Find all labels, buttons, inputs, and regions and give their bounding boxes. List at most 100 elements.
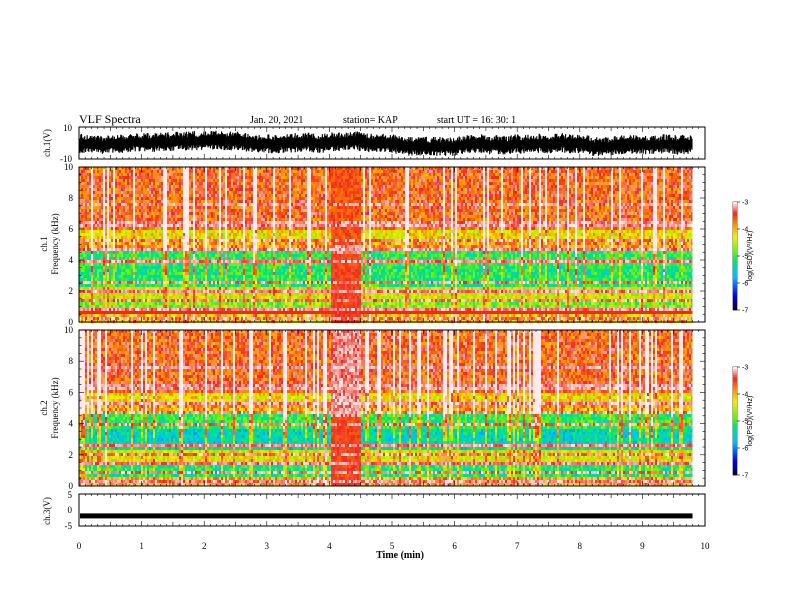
ch1-colorbar-segment bbox=[733, 274, 737, 276]
ch2-colorbar-segment bbox=[733, 455, 737, 457]
ch2-colorbar-segment bbox=[733, 377, 737, 379]
ch2-frequency-ytick-label: 4 bbox=[69, 419, 74, 429]
ch2-colorbar-segment bbox=[733, 451, 737, 453]
ch2-colorbar-tick-label: -7 bbox=[742, 473, 748, 480]
ch2-frequency-ytick-label: 10 bbox=[64, 325, 74, 335]
ch1-colorbar-segment bbox=[733, 232, 737, 234]
ch2-colorbar-segment bbox=[733, 373, 737, 375]
time-xtick-label: 7 bbox=[515, 541, 520, 551]
ch3-ytick-mid: 0 bbox=[68, 505, 73, 515]
ch1-frequency-ytick-label: 8 bbox=[69, 193, 74, 203]
ch1-colorbar-segment bbox=[733, 264, 737, 266]
ch1-colorbar-segment bbox=[733, 220, 737, 222]
ch3-ytick-top: 5 bbox=[68, 490, 73, 500]
ch2-colorbar-segment bbox=[733, 395, 737, 397]
ch1-colorbar-segment bbox=[733, 258, 737, 260]
ch1-colorbar-segment bbox=[733, 298, 737, 300]
ch2-frequency-ytick-label: 2 bbox=[69, 450, 74, 460]
ch1-colorbar-segment bbox=[733, 268, 737, 270]
ch1-colorbar-segment bbox=[733, 290, 737, 292]
ch1-colorbar-segment bbox=[733, 238, 737, 240]
ch3-waveform-panel: 5 0 -5 ch.3(V) 0 1 2 3 4 5 6 7 8 9 10 Time (min) bbox=[42, 490, 710, 561]
ch2-colorbar-label: log(PSD)(V²/Hz) bbox=[747, 396, 754, 447]
ch1-colorbar-tick-label: -3 bbox=[742, 200, 748, 207]
ch2-frequency-ytick-label: 6 bbox=[69, 387, 74, 397]
ch1-colorbar-segment bbox=[733, 236, 737, 238]
ch2-colorbar-segment bbox=[733, 449, 737, 451]
ch2-frequency-ylabel: Frequency (kHz) bbox=[50, 377, 60, 438]
time-xtick-label: 2 bbox=[202, 541, 207, 551]
ch1-colorbar-segment bbox=[733, 242, 737, 244]
ch1-spectrogram-heatmap bbox=[79, 167, 705, 323]
ch1-colorbar-segment bbox=[733, 218, 737, 220]
ch1-colorbar-segment bbox=[733, 254, 737, 256]
ch2-colorbar-tick-label: -3 bbox=[742, 365, 748, 372]
time-xtick-label: 3 bbox=[265, 541, 270, 551]
ch1-colorbar-segment bbox=[733, 230, 737, 232]
ch2-colorbar-segment bbox=[733, 425, 737, 427]
ch2-colorbar-segment bbox=[733, 387, 737, 389]
ch1-colorbar-segment bbox=[733, 216, 737, 218]
ch1-colorbar-segment bbox=[733, 202, 737, 204]
ch2-colorbar-segment bbox=[733, 471, 737, 473]
ch2-colorbar-segment bbox=[733, 413, 737, 415]
ch2-colorbar-segment bbox=[733, 453, 737, 455]
ch2-colorbar-segment bbox=[733, 379, 737, 381]
ch1-frequency-ytick-label: 10 bbox=[64, 162, 74, 172]
ch1-colorbar-segment bbox=[733, 308, 737, 310]
ch1-colorbar-segment bbox=[733, 294, 737, 296]
ch1-colorbar-segment bbox=[733, 286, 737, 288]
ch1-colorbar-segment bbox=[733, 262, 737, 264]
ch1-colorbar-segment bbox=[733, 252, 737, 254]
time-xtick-label: 8 bbox=[578, 541, 583, 551]
ch1-colorbar-segment bbox=[733, 288, 737, 290]
ch1-colorbar-segment bbox=[733, 292, 737, 294]
ch1-colorbar-segment bbox=[733, 284, 737, 286]
ch1-colorbar-segment bbox=[733, 302, 737, 304]
ch1-ytick-top: 10 bbox=[63, 123, 73, 133]
ch1-waveform-ylabel: ch.1(V) bbox=[42, 129, 52, 157]
ch1-colorbar-segment bbox=[733, 306, 737, 308]
ch2-colorbar-segment bbox=[733, 371, 737, 373]
ch1-colorbar-tick-label: -7 bbox=[742, 308, 748, 315]
ch1-waveform-panel: 10 -10 ch.1(V) bbox=[42, 123, 705, 164]
time-xtick-label: 0 bbox=[77, 541, 82, 551]
ch1-frequency-ylabel-channel: ch.1 bbox=[39, 236, 49, 251]
ch2-colorbar-segment bbox=[733, 405, 737, 407]
ch2-colorbar-segment bbox=[733, 461, 737, 463]
ch2-colorbar-segment bbox=[733, 417, 737, 419]
ch2-colorbar-segment bbox=[733, 367, 737, 369]
ch1-colorbar-segment bbox=[733, 250, 737, 252]
ch1-frequency-ytick-label: 2 bbox=[69, 286, 74, 296]
ch1-colorbar-segment bbox=[733, 246, 737, 248]
ch1-colorbar-segment bbox=[733, 206, 737, 208]
ch2-colorbar-segment bbox=[733, 423, 737, 425]
ch1-colorbar-segment bbox=[733, 270, 737, 272]
ch3-waveform-ylabel: ch.3(V) bbox=[42, 497, 52, 525]
figure-station: station= KAP bbox=[343, 115, 398, 126]
ch2-colorbar-segment bbox=[733, 445, 737, 447]
ch2-colorbar-segment bbox=[733, 427, 737, 429]
ch2-colorbar-segment bbox=[733, 435, 737, 437]
ch1-colorbar-segment bbox=[733, 304, 737, 306]
ch2-colorbar-segment bbox=[733, 447, 737, 449]
ch2-colorbar-segment bbox=[733, 473, 737, 475]
time-xtick-label: 6 bbox=[452, 541, 457, 551]
ch2-colorbar-segment bbox=[733, 403, 737, 405]
time-xtick-label: 1 bbox=[139, 541, 144, 551]
ch2-colorbar-segment bbox=[733, 397, 737, 399]
figure-start-time: start UT = 16: 30: 1 bbox=[437, 115, 516, 126]
ch1-colorbar: -3-4-5-6-7 log(PSD)(V²/Hz) bbox=[733, 200, 754, 315]
ch2-colorbar-segment bbox=[733, 457, 737, 459]
ch1-frequency-ylabel: Frequency (kHz) bbox=[50, 213, 60, 274]
ch2-spectrogram-heatmap bbox=[79, 330, 705, 486]
ch2-colorbar-segment bbox=[733, 391, 737, 393]
ch1-colorbar-segment bbox=[733, 248, 737, 250]
ch2-colorbar-segment bbox=[733, 467, 737, 469]
ch1-colorbar-segment bbox=[733, 276, 737, 278]
ch1-colorbar-segment bbox=[733, 224, 737, 226]
figure-date: Jan. 20, 2021 bbox=[250, 115, 303, 126]
ch1-colorbar-segment bbox=[733, 240, 737, 242]
ch2-colorbar-segment bbox=[733, 389, 737, 391]
